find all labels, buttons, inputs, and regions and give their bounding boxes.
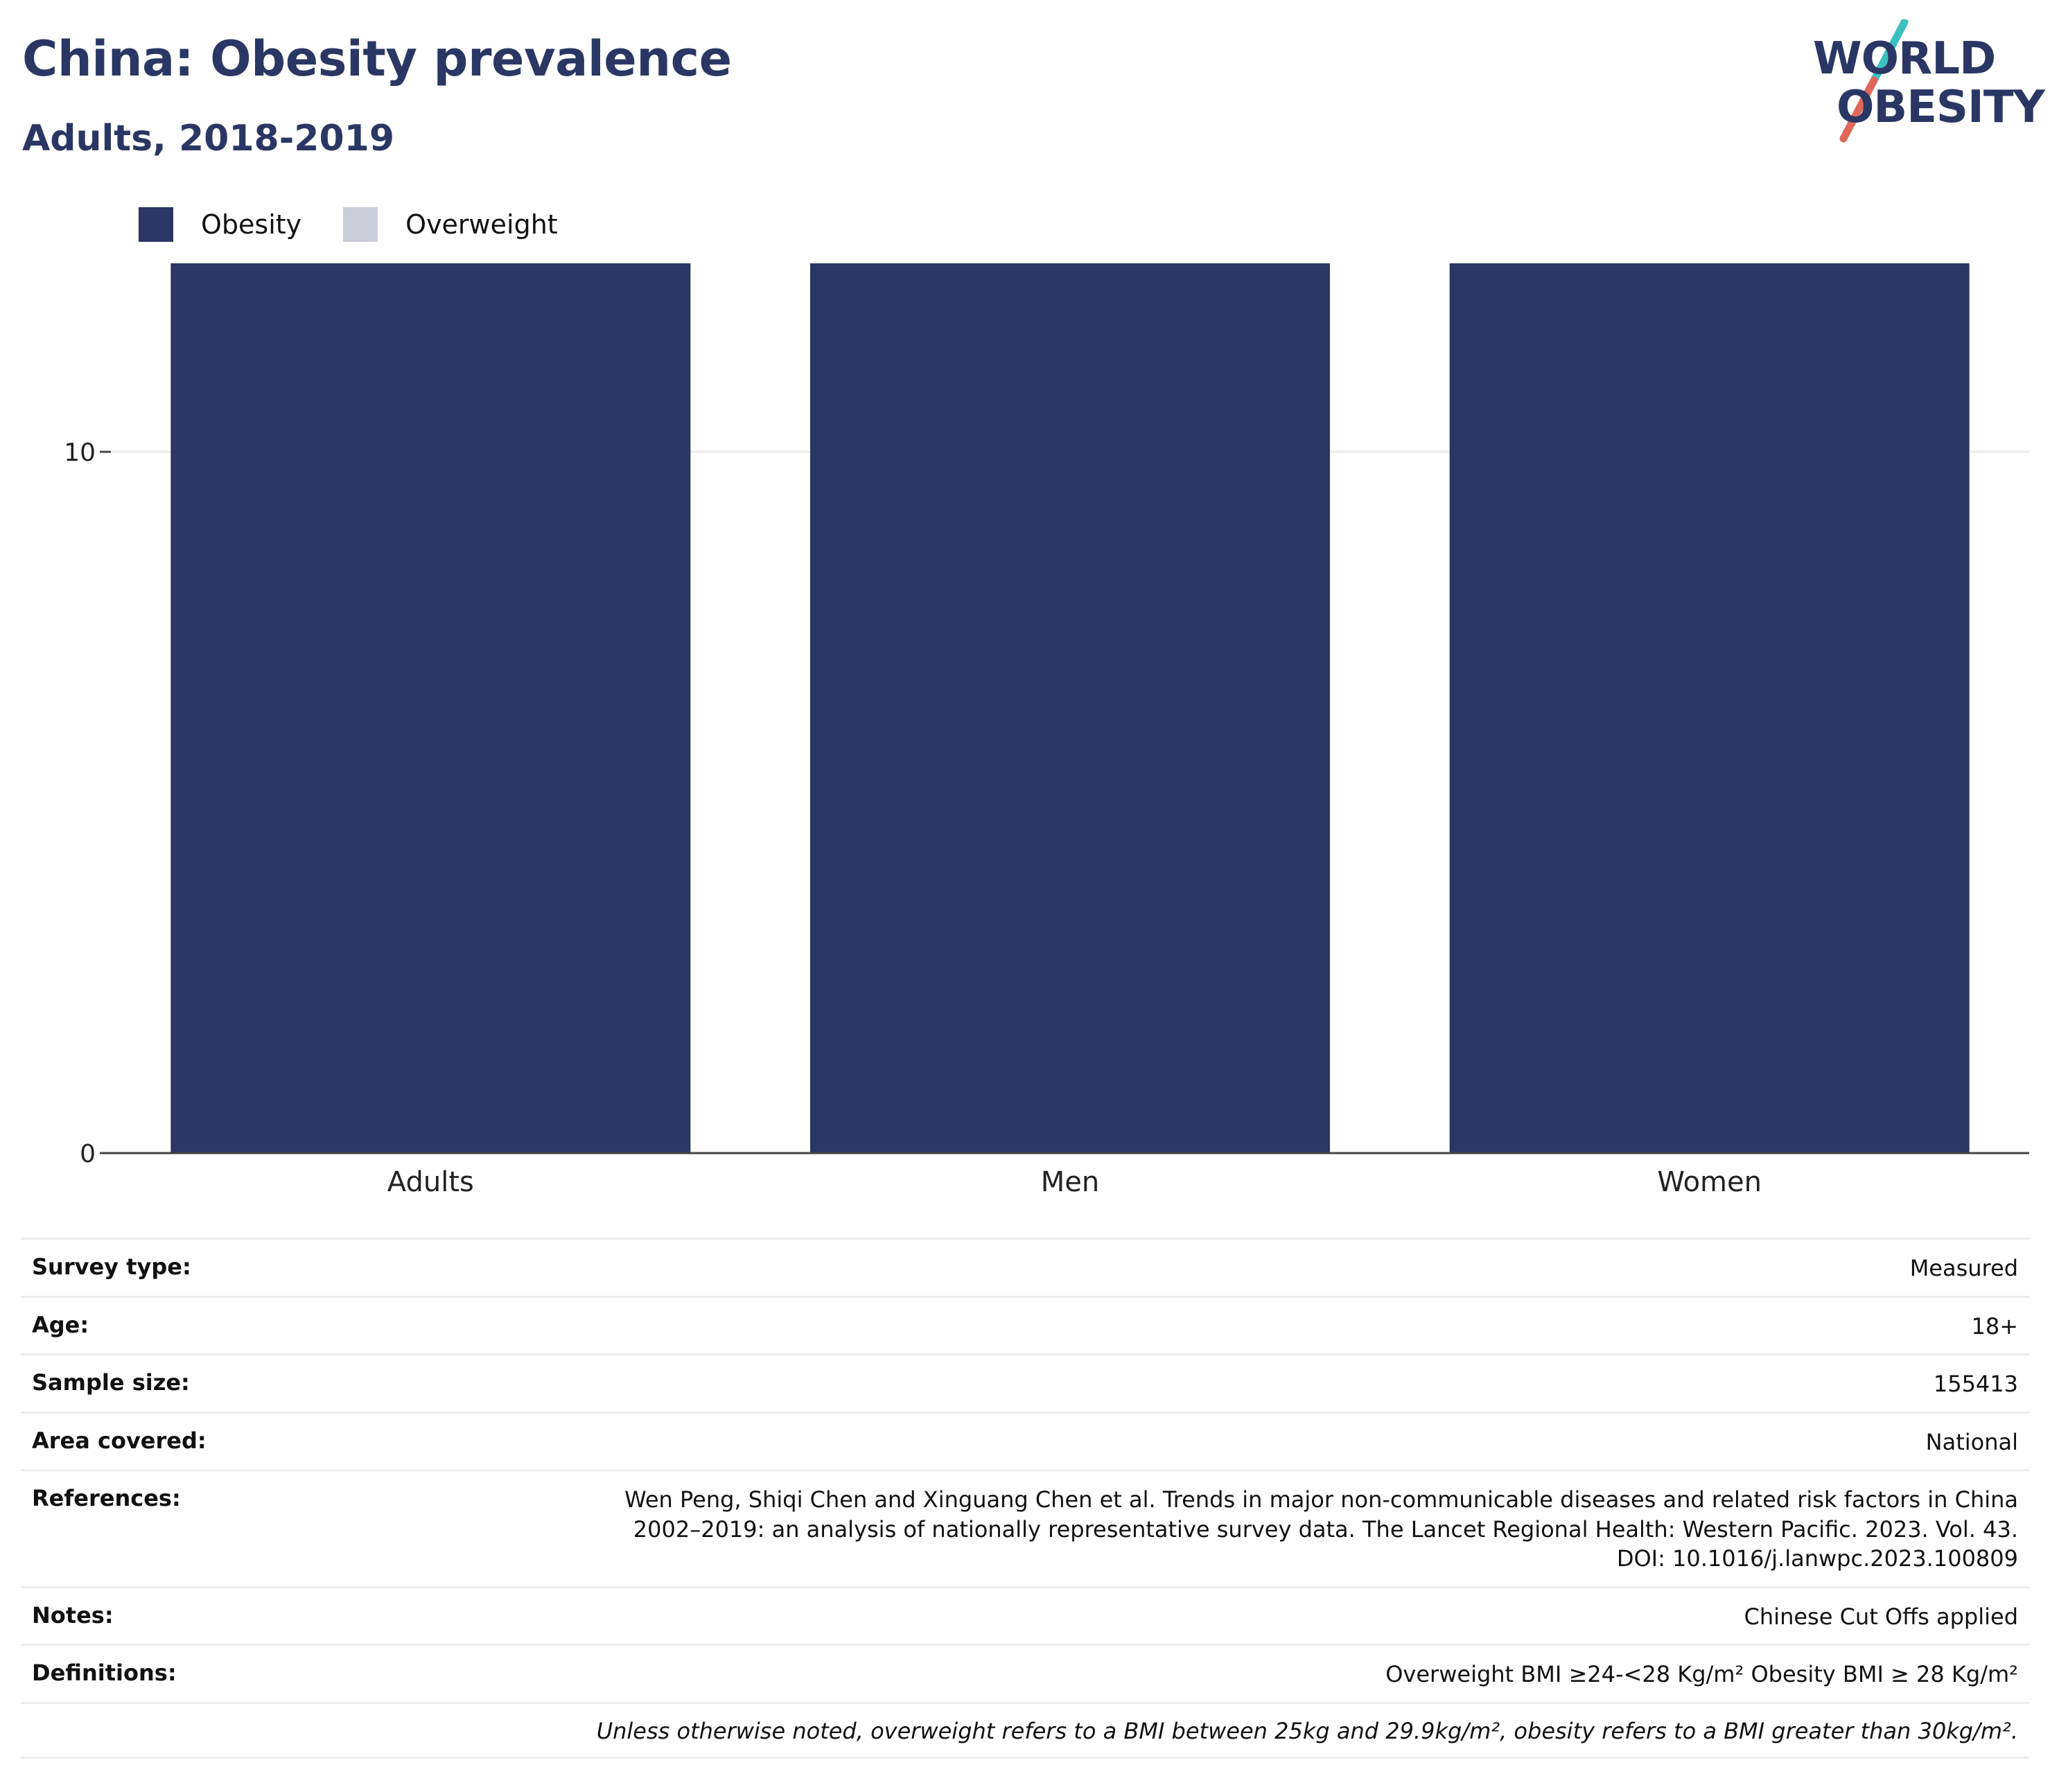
x-category-label: Adults bbox=[387, 1166, 474, 1198]
info-value: 18+ bbox=[1971, 1312, 2018, 1339]
info-key: References: bbox=[32, 1485, 181, 1512]
info-value-reference[interactable]: Wen Peng, Shiqi Chen and Xinguang Chen e… bbox=[624, 1486, 2018, 1572]
info-key: Survey type: bbox=[32, 1254, 191, 1280]
survey-info-table: Survey type: Measured Age: 18+ Sample si… bbox=[21, 1238, 2029, 1759]
info-row-footnote: Unless otherwise noted, overweight refer… bbox=[21, 1701, 2029, 1759]
axes: 01020304050AdultsMenWomen% bbox=[64, 439, 2029, 1198]
logo-slash-icon bbox=[1839, 19, 1909, 143]
legend-swatch-overweight bbox=[343, 207, 378, 242]
bar-obesity-adults bbox=[170, 263, 691, 1153]
info-row-age: Age: 18+ bbox=[21, 1295, 2029, 1354]
bar-obesity-women bbox=[1449, 263, 1970, 1154]
legend-item-obesity[interactable]: Obesity bbox=[139, 207, 301, 242]
info-row-sample-size: Sample size: 155413 bbox=[21, 1353, 2029, 1412]
legend-label-obesity: Obesity bbox=[201, 209, 302, 240]
chart-title: China: Obesity prevalence bbox=[22, 30, 732, 87]
info-value: 155413 bbox=[1933, 1371, 2018, 1398]
x-category-label: Men bbox=[1041, 1166, 1099, 1198]
world-obesity-logo: WORLD OBESITY bbox=[1809, 19, 2045, 144]
x-category-label: Women bbox=[1657, 1166, 1762, 1198]
info-row-survey-type: Survey type: Measured bbox=[21, 1238, 2029, 1296]
logo-text-world: WORLD bbox=[1813, 33, 1996, 85]
info-key: Definitions: bbox=[32, 1660, 177, 1687]
bars bbox=[170, 263, 1970, 1154]
info-value: Overweight BMI ≥24-<28 Kg/m² Obesity BMI… bbox=[1385, 1661, 2018, 1688]
info-key: Area covered: bbox=[32, 1427, 207, 1454]
info-row-area-covered: Area covered: National bbox=[21, 1411, 2029, 1470]
bar-chart: 01020304050AdultsMenWomen% bbox=[0, 263, 2050, 1206]
y-tick-label: 0 bbox=[80, 1140, 96, 1168]
legend-swatch-obesity bbox=[139, 207, 173, 242]
info-value: Measured bbox=[1909, 1255, 2018, 1281]
chart-svg: 01020304050AdultsMenWomen% bbox=[64, 263, 2029, 1198]
info-row-notes: Notes: Chinese Cut Offs applied bbox=[21, 1585, 2029, 1644]
bar-obesity-men bbox=[810, 263, 1330, 1153]
logo-text-obesity: OBESITY bbox=[1837, 82, 2045, 133]
info-value: Chinese Cut Offs applied bbox=[1744, 1603, 2018, 1630]
legend-label-overweight: Overweight bbox=[405, 209, 558, 240]
info-row-references: References: Wen Peng, Shiqi Chen and Xin… bbox=[21, 1469, 2029, 1586]
chart-subtitle: Adults, 2018-2019 bbox=[22, 118, 395, 159]
info-key: Sample size: bbox=[32, 1369, 190, 1396]
info-value: National bbox=[1925, 1428, 2018, 1455]
info-key: Notes: bbox=[32, 1601, 114, 1628]
info-row-definitions: Definitions: Overweight BMI ≥24-<28 Kg/m… bbox=[21, 1644, 2029, 1702]
y-tick-label: 10 bbox=[64, 439, 96, 467]
info-key: Age: bbox=[32, 1311, 89, 1338]
footnote-text: Unless otherwise noted, overweight refer… bbox=[596, 1717, 2018, 1744]
chart-legend: Obesity Overweight bbox=[139, 207, 599, 243]
legend-item-overweight[interactable]: Overweight bbox=[343, 207, 558, 242]
